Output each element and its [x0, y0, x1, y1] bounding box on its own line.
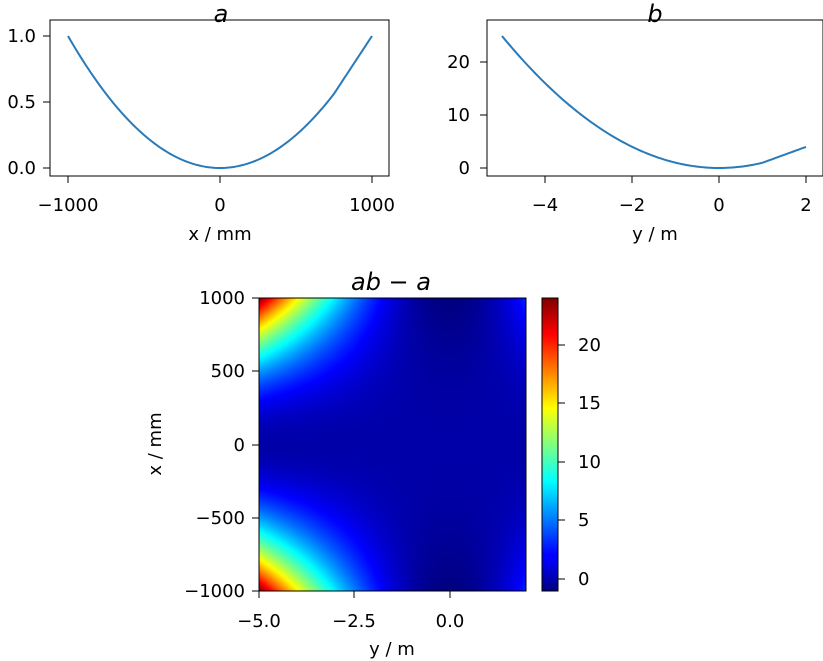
heatmap-ytick-label: −1000: [184, 581, 245, 602]
panel-b-title: b: [647, 0, 662, 28]
panel-b-ytick-label: 0: [459, 158, 470, 179]
colorbar-tick-label: 20: [578, 335, 601, 356]
heatmap-ytick-label: 500: [211, 361, 245, 382]
panel-b-xlabel: y / m: [632, 224, 678, 245]
heatmap-ytick-label: 0: [234, 435, 245, 456]
colorbar-gradient: [542, 298, 558, 591]
colorbar-frame: [541, 297, 559, 592]
heatmap-xtick-label: −2.5: [332, 611, 376, 632]
heatmap-ytick-label: 1000: [199, 288, 245, 309]
panel-b-xtick-label: −4: [532, 195, 559, 216]
panel-b-xtick-label: 0: [713, 195, 724, 216]
panel-a-xlabel: x / mm: [188, 224, 251, 245]
panel-b: b −4 −2 0 2 y / m 0 10 20: [447, 0, 823, 245]
heatmap-xtick-label: 0.0: [436, 611, 465, 632]
panel-b-ytick-label: 10: [447, 105, 470, 126]
colorbar-tick-label: 15: [578, 393, 601, 414]
colorbar: 0 5 10 15 20: [541, 297, 601, 592]
panel-b-frame: [486, 19, 823, 177]
heatmap-image: [259, 298, 526, 591]
panel-heatmap: ab − a −5.0 −2.5 0.0 y / m 1000 500 0 −5…: [145, 268, 527, 660]
panel-a-frame: [49, 19, 390, 177]
panel-a-curve: [67, 35, 373, 170]
heatmap-ytick-label: −500: [196, 508, 245, 529]
heatmap-title: ab − a: [351, 268, 431, 296]
panel-a-title: a: [214, 0, 229, 28]
heatmap-xlabel: y / m: [369, 639, 415, 660]
panel-b-curve: [501, 35, 807, 170]
panel-a-ytick-label: 1.0: [7, 26, 36, 47]
colorbar-tick-label: 0: [578, 569, 589, 590]
panel-a-xtick-label: −1000: [38, 195, 99, 216]
heatmap-ylabel: x / mm: [145, 412, 166, 475]
panel-a-xtick-label: 0: [214, 195, 225, 216]
heatmap-xtick-label: −5.0: [237, 611, 281, 632]
panel-a-xtick-label: 1000: [349, 195, 395, 216]
colorbar-tick-label: 5: [578, 510, 589, 531]
panel-a-ytick-label: 0.0: [7, 158, 36, 179]
panel-a-ytick-label: 0.5: [7, 92, 36, 113]
panel-b-xtick-label: −2: [619, 195, 646, 216]
panel-a: a −1000 0 1000 x / mm 0.0 0.5 1.0: [7, 0, 395, 245]
colorbar-tick-label: 10: [578, 452, 601, 473]
panel-b-xtick-label: 2: [800, 195, 811, 216]
panel-b-ytick-label: 20: [447, 52, 470, 73]
